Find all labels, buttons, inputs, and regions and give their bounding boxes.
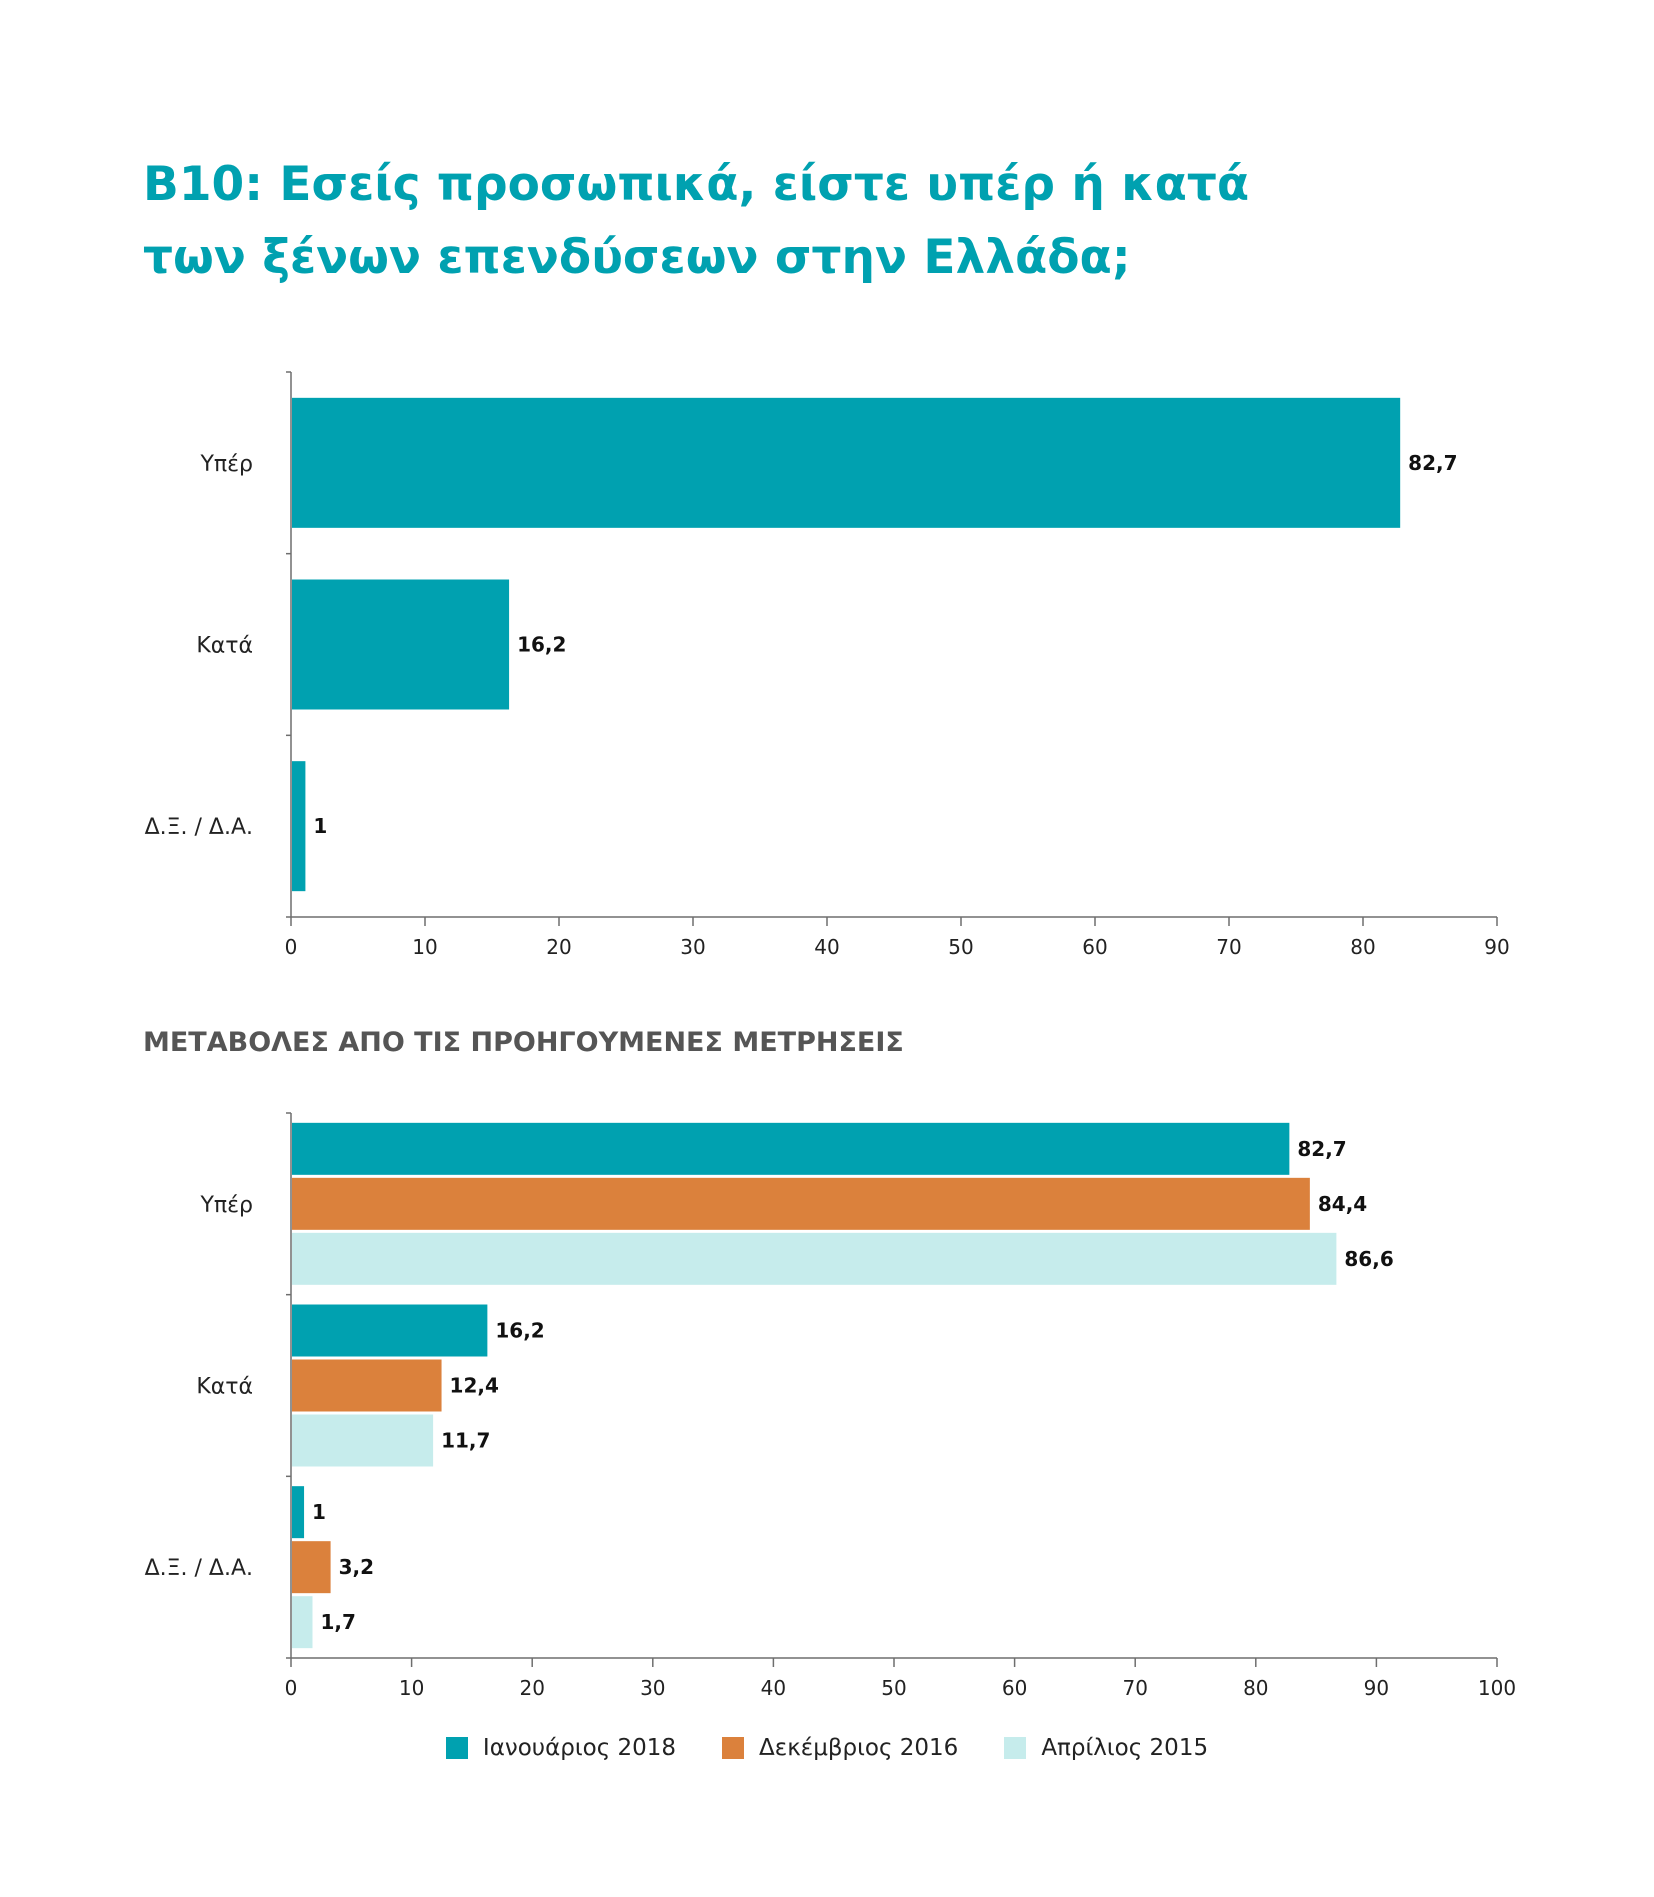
chart1-value-label-κατά-s0: 16,2 bbox=[517, 633, 566, 657]
legend-label-2018: Ιανουάριος 2018 bbox=[482, 1735, 677, 1761]
chart1-x-tick-label: 40 bbox=[814, 935, 839, 959]
chart1-x-tick-label: 10 bbox=[412, 935, 437, 959]
chart2-category-label-κατά: Κατά bbox=[196, 1375, 253, 1400]
chart2-value-label-υπέρ-s2: 86,6 bbox=[1344, 1247, 1393, 1271]
chart2-value-label-κατά-s1: 12,4 bbox=[450, 1374, 499, 1398]
chart1-bar-κατά-s0 bbox=[292, 579, 510, 710]
chart1-category-label-υπέρ: Υπέρ bbox=[199, 452, 253, 477]
chart2-value-label-δ-ξ-δ-α-s1: 3,2 bbox=[339, 1555, 374, 1579]
chart1-x-tick-label: 0 bbox=[285, 935, 298, 959]
chart1-category-label-κατά: Κατά bbox=[196, 634, 253, 659]
legend-swatch-2015 bbox=[1004, 1737, 1027, 1759]
title-line-1: B10: Εσείς προσωπικά, είστε υπέρ ή κατά bbox=[143, 157, 1250, 212]
chart1-x-tick-label: 80 bbox=[1350, 935, 1375, 959]
legend-item-2016: Δεκέμβριος 2016 bbox=[722, 1735, 958, 1761]
chart1-x-tick-label: 50 bbox=[948, 935, 973, 959]
chart2-x-tick-label: 50 bbox=[881, 1676, 906, 1700]
legend-swatch-2018 bbox=[445, 1737, 468, 1759]
chart2-bar-υπέρ-s0 bbox=[292, 1122, 1290, 1175]
chart2-x-tick-label: 40 bbox=[761, 1676, 786, 1700]
legend: Ιανουάριος 2018 Δεκέμβριος 2016 Απρίλιος… bbox=[0, 1735, 1654, 1761]
chart2-x-tick-label: 80 bbox=[1243, 1676, 1268, 1700]
chart2-bar-δ-ξ-δ-α-s2 bbox=[292, 1596, 313, 1649]
chart2-x-tick-label: 60 bbox=[1002, 1676, 1027, 1700]
chart2-x-tick-label: 10 bbox=[399, 1676, 424, 1700]
legend-item-2018: Ιανουάριος 2018 bbox=[445, 1735, 677, 1761]
chart2-bar-κατά-s0 bbox=[292, 1304, 488, 1357]
legend-label-2016: Δεκέμβριος 2016 bbox=[759, 1735, 959, 1761]
chart2-value-label-υπέρ-s1: 84,4 bbox=[1318, 1192, 1367, 1216]
chart2-x-tick-label: 90 bbox=[1364, 1676, 1389, 1700]
chart2-value-label-δ-ξ-δ-α-s0: 1 bbox=[312, 1500, 326, 1524]
chart1-category-label-δ-ξ-δ-α: Δ.Ξ. / Δ.Α. bbox=[145, 815, 253, 840]
chart2-bar-υπέρ-s2 bbox=[292, 1232, 1337, 1285]
title-line-2: των ξένων επενδύσεων στην Ελλάδα; bbox=[143, 230, 1131, 285]
chart2-bar-κατά-s2 bbox=[292, 1414, 434, 1467]
chart2-value-label-κατά-s0: 16,2 bbox=[495, 1319, 544, 1343]
chart2-x-tick-label: 100 bbox=[1478, 1676, 1516, 1700]
chart2-x-tick-label: 20 bbox=[519, 1676, 544, 1700]
chart1-value-label-υπέρ-s0: 82,7 bbox=[1408, 451, 1457, 475]
chart2-value-label-κατά-s2: 11,7 bbox=[441, 1429, 490, 1453]
chart1-x-tick-label: 90 bbox=[1484, 935, 1509, 959]
chart2-bar-κατά-s1 bbox=[292, 1359, 442, 1412]
chart2-bar-δ-ξ-δ-α-s0 bbox=[292, 1486, 305, 1539]
chart2-value-label-υπέρ-s0: 82,7 bbox=[1297, 1137, 1346, 1161]
chart2-category-label-υπέρ: Υπέρ bbox=[199, 1193, 253, 1218]
chart2-bar-υπέρ-s1 bbox=[292, 1177, 1310, 1230]
chart2-bar-δ-ξ-δ-α-s1 bbox=[292, 1541, 331, 1594]
chart2-value-label-δ-ξ-δ-α-s2: 1,7 bbox=[321, 1610, 356, 1634]
chart1-x-tick-label: 70 bbox=[1216, 935, 1241, 959]
chart2-x-tick-label: 0 bbox=[285, 1676, 298, 1700]
chart1-x-tick-label: 60 bbox=[1082, 935, 1107, 959]
page-title: B10: Εσείς προσωπικά, είστε υπέρ ή κατά … bbox=[143, 148, 1249, 294]
chart1-value-label-δ-ξ-δ-α-s0: 1 bbox=[313, 814, 327, 838]
legend-item-2015: Απρίλιος 2015 bbox=[1004, 1735, 1208, 1761]
chart1-bar-υπέρ-s0 bbox=[292, 397, 1401, 528]
chart2-x-tick-label: 30 bbox=[640, 1676, 665, 1700]
legend-label-2015: Απρίλιος 2015 bbox=[1041, 1735, 1209, 1761]
chart-overall: 0 10 20 30 40 50 60 70 80 90 Υπέρ 82,7 Κατά 16,2 Δ.Ξ. … bbox=[145, 371, 1510, 959]
chart2-x-tick-label: 70 bbox=[1122, 1676, 1147, 1700]
legend-swatch-2016 bbox=[722, 1737, 745, 1759]
chart1-bar-δ-ξ-δ-α-s0 bbox=[292, 761, 306, 892]
chart-subtitle: ΜΕΤΑΒΟΛΕΣ ΑΠΟ ΤΙΣ ΠΡΟΗΓΟΥΜΕΝΕΣ ΜΕΤΡΗΣΕΙΣ bbox=[143, 1027, 904, 1058]
chart1-x-tick-label: 20 bbox=[546, 935, 571, 959]
chart2-category-label-δ-ξ-δ-α: Δ.Ξ. / Δ.Α. bbox=[145, 1556, 253, 1581]
chart1-x-tick-label: 30 bbox=[680, 935, 705, 959]
